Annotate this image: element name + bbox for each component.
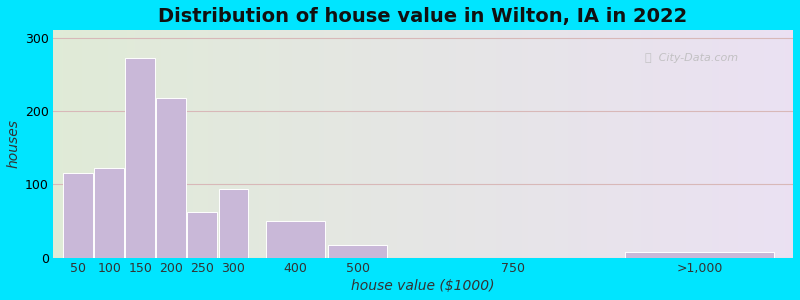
Bar [126, 58, 155, 258]
Bar [328, 245, 387, 258]
Bar [156, 98, 186, 258]
Bar [625, 252, 774, 258]
Bar [187, 212, 218, 258]
Title: Distribution of house value in Wilton, IA in 2022: Distribution of house value in Wilton, I… [158, 7, 688, 26]
Y-axis label: houses: houses [7, 119, 21, 169]
Bar [266, 221, 325, 258]
Bar [63, 173, 93, 258]
Bar [94, 168, 124, 258]
Text: ⓘ  City-Data.com: ⓘ City-Data.com [645, 52, 738, 63]
X-axis label: house value ($1000): house value ($1000) [351, 279, 495, 293]
Bar [218, 190, 248, 258]
